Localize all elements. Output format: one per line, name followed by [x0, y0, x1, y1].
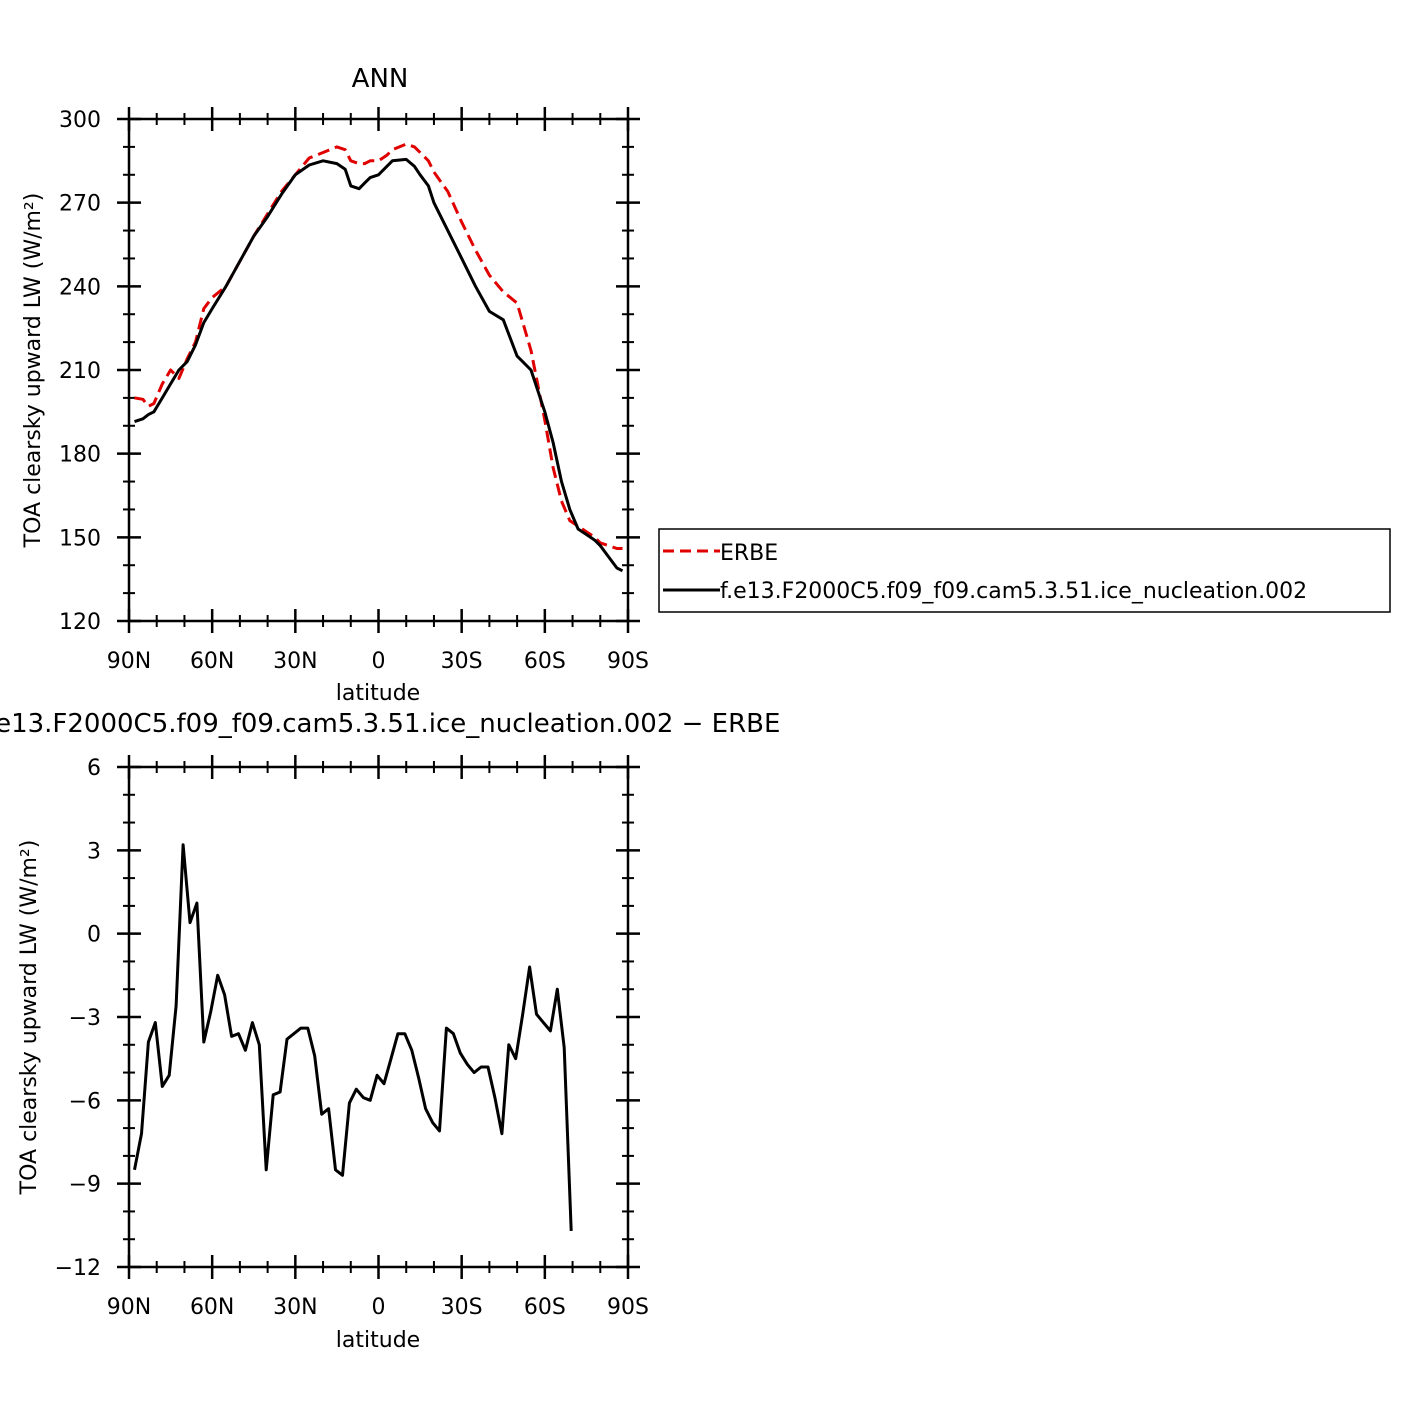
top-y-tick-label: 120	[59, 610, 101, 635]
bottom-x-axis-label: latitude	[336, 1328, 420, 1353]
bottom-series-line-difference	[133, 843, 573, 1231]
bottom-x-tick-label: 60N	[190, 1295, 234, 1320]
bottom-y-tick-label: −6	[69, 1089, 101, 1114]
bottom-y-tick-label: 0	[87, 923, 101, 948]
bottom-axis-ticks: −12 −9 −6 −3 0 3 6 90N 60N 30N 0 30S 60S 90S	[55, 755, 649, 1320]
top-series-line-erbe	[134, 142, 623, 550]
top-x-tick-label: 60S	[524, 649, 566, 674]
top-series-line-f	[134, 157, 624, 573]
legend-box	[658, 528, 1391, 613]
bottom-x-tick-label: 0	[372, 1295, 386, 1320]
legend-label-model: f.e13.F2000C5.f09_f09.cam5.3.51.ice_nucl…	[720, 579, 1307, 604]
bottom-chart-title: f.e13.F2000C5.f09_f09.cam5.3.51.ice_nucl…	[0, 709, 780, 739]
top-y-tick-label: 270	[59, 192, 101, 217]
top-y-tick-label: 180	[59, 443, 101, 468]
bottom-x-tick-label: 90S	[607, 1295, 649, 1320]
bottom-y-tick-label: 3	[87, 839, 101, 864]
top-x-tick-label: 90N	[107, 649, 151, 674]
top-x-axis-label: latitude	[336, 681, 420, 706]
top-y-tick-label: 210	[59, 359, 101, 384]
legend: ERBE f.e13.F2000C5.f09_f09.cam5.3.51.ice…	[658, 528, 1391, 613]
top-x-tick-label: 0	[372, 649, 386, 674]
bottom-x-tick-label: 30S	[441, 1295, 483, 1320]
bottom-y-tick-label: −3	[69, 1006, 101, 1031]
top-y-axis-label: TOA clearsky upward LW (W/m²)	[21, 193, 46, 549]
bottom-y-tick-label: −9	[69, 1173, 101, 1198]
top-panel: ANN 120 150 180 210 240 270 300 90N 60N 30N 0 30S 60…	[21, 64, 649, 706]
top-x-tick-label: 30N	[273, 649, 317, 674]
top-y-tick-label: 150	[59, 526, 101, 551]
top-series-layer	[134, 142, 624, 573]
bottom-x-tick-label: 90N	[107, 1295, 151, 1320]
top-plot-frame	[127, 117, 630, 623]
top-x-tick-label: 30S	[441, 649, 483, 674]
top-x-tick-label: 90S	[607, 649, 649, 674]
top-y-tick-label: 300	[59, 108, 101, 133]
bottom-x-tick-label: 60S	[524, 1295, 566, 1320]
bottom-x-tick-label: 30N	[273, 1295, 317, 1320]
bottom-series-layer	[133, 843, 573, 1231]
top-x-tick-label: 60N	[190, 649, 234, 674]
bottom-y-tick-label: 6	[87, 756, 101, 781]
top-y-tick-label: 240	[59, 275, 101, 300]
bottom-y-tick-label: −12	[55, 1256, 101, 1281]
legend-label-erbe: ERBE	[720, 541, 778, 566]
bottom-panel: f.e13.F2000C5.f09_f09.cam5.3.51.ice_nucl…	[0, 709, 780, 1353]
top-axis-ticks: 120 150 180 210 240 270 300 90N 60N 30N 0 30S 60S 90S	[59, 107, 649, 674]
bottom-y-axis-label: TOA clearsky upward LW (W/m²)	[17, 840, 42, 1196]
top-chart-title: ANN	[352, 64, 409, 94]
